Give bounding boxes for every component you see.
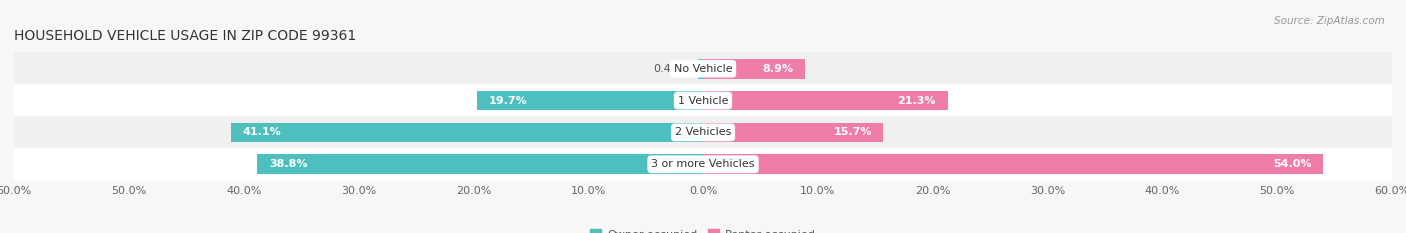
Text: 19.7%: 19.7% [488, 96, 527, 106]
Bar [257, 154, 703, 174]
Text: 8.9%: 8.9% [762, 64, 794, 74]
Bar [703, 154, 1323, 174]
Text: 0.43%: 0.43% [654, 64, 689, 74]
Text: 21.3%: 21.3% [897, 96, 936, 106]
FancyBboxPatch shape [14, 52, 1392, 85]
Text: 3 or more Vehicles: 3 or more Vehicles [651, 159, 755, 169]
Bar [703, 123, 883, 142]
Bar [231, 123, 703, 142]
Text: 41.1%: 41.1% [243, 127, 281, 137]
Bar [477, 91, 703, 110]
Text: 54.0%: 54.0% [1272, 159, 1312, 169]
Bar [703, 59, 806, 79]
FancyBboxPatch shape [14, 148, 1392, 181]
Text: HOUSEHOLD VEHICLE USAGE IN ZIP CODE 99361: HOUSEHOLD VEHICLE USAGE IN ZIP CODE 9936… [14, 29, 356, 43]
Text: No Vehicle: No Vehicle [673, 64, 733, 74]
Legend: Owner-occupied, Renter-occupied: Owner-occupied, Renter-occupied [586, 225, 820, 233]
FancyBboxPatch shape [14, 116, 1392, 149]
FancyBboxPatch shape [14, 84, 1392, 117]
Text: 38.8%: 38.8% [269, 159, 308, 169]
Text: 1 Vehicle: 1 Vehicle [678, 96, 728, 106]
Bar [703, 91, 948, 110]
Text: Source: ZipAtlas.com: Source: ZipAtlas.com [1274, 16, 1385, 26]
Bar [697, 59, 703, 79]
Text: 15.7%: 15.7% [834, 127, 872, 137]
Text: 2 Vehicles: 2 Vehicles [675, 127, 731, 137]
